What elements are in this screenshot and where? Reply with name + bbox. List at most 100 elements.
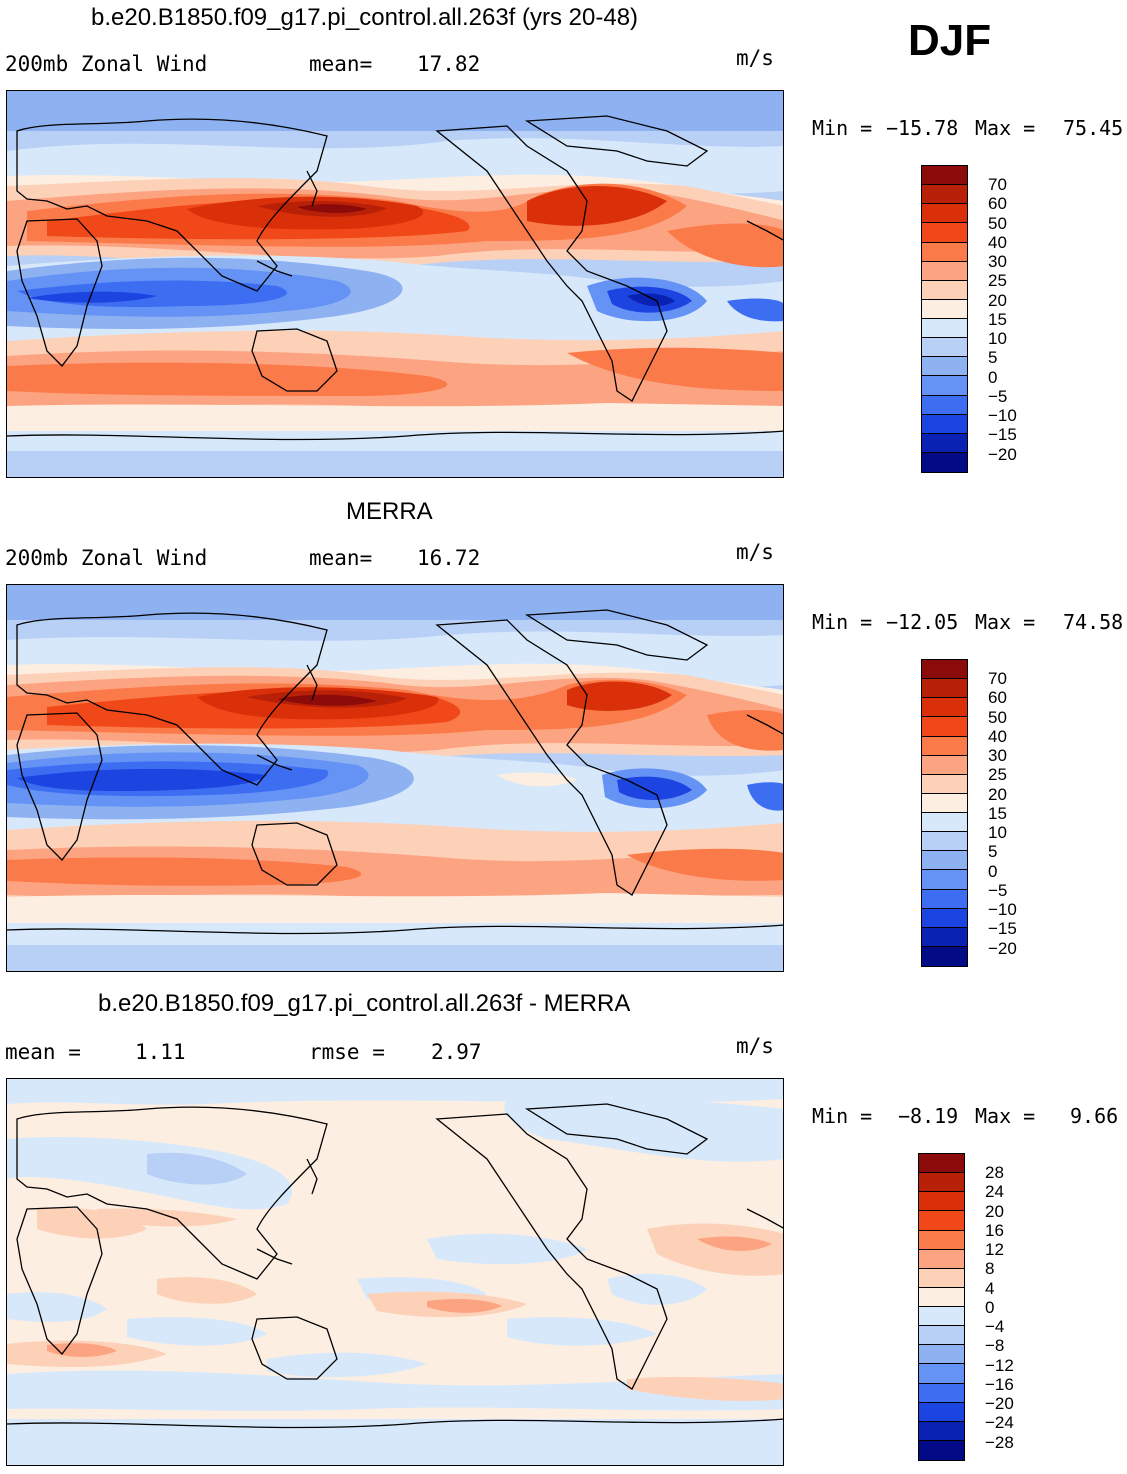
colorbar-swatch: [919, 1402, 964, 1422]
colorbar-swatch: [922, 927, 967, 947]
colorbar-swatch: [922, 357, 967, 377]
colorbar-swatch: [922, 946, 967, 966]
panel-3-colorbar: [918, 1153, 965, 1461]
colorbar-swatch: [919, 1440, 964, 1460]
colorbar-tick-label: −8: [985, 1336, 1005, 1356]
colorbar-tick-label: −15: [988, 425, 1017, 445]
panel-3-title: b.e20.B1850.f09_g17.pi_control.all.263f …: [98, 990, 631, 1017]
panel-2-max-value: 74.58: [1063, 610, 1124, 634]
panel-3-rmse-value: 2.97: [431, 1040, 482, 1064]
colorbar-swatch: [922, 851, 967, 871]
colorbar-swatch: [922, 376, 967, 396]
colorbar-swatch: [919, 1287, 964, 1307]
colorbar-tick-label: 8: [985, 1259, 995, 1279]
colorbar-swatch: [922, 736, 967, 756]
panel-1-max-value: 75.45: [1063, 116, 1124, 140]
colorbar-swatch: [919, 1249, 964, 1269]
colorbar-tick-label: 20: [988, 290, 1007, 310]
colorbar-swatch: [922, 395, 967, 415]
panel-3-rmse-label: rmse =: [309, 1040, 385, 1064]
colorbar-tick-label: 50: [988, 707, 1007, 727]
colorbar-tick-label: −20: [988, 444, 1017, 464]
colorbar-swatch: [919, 1307, 964, 1327]
panel-2-max-label: Max =: [975, 610, 1036, 634]
colorbar-swatch: [922, 433, 967, 453]
panel-1-max-label: Max =: [975, 116, 1036, 140]
season-label: DJF: [908, 16, 992, 65]
panel-2-map: [6, 584, 784, 972]
colorbar-tick-label: 30: [988, 746, 1007, 765]
colorbar-swatch: [919, 1230, 964, 1250]
colorbar-swatch: [922, 870, 967, 890]
colorbar-swatch: [922, 414, 967, 434]
panel-3-min-value: −8.19: [898, 1104, 959, 1128]
colorbar-swatch: [919, 1421, 964, 1441]
panel-2-min-value: −12.05: [886, 610, 959, 634]
panel-3-min-label: Min =: [812, 1104, 873, 1128]
colorbar-swatch: [922, 774, 967, 794]
colorbar-tick-label: 4: [985, 1278, 995, 1298]
panel-2-min-label: Min =: [812, 610, 873, 634]
colorbar-swatch: [922, 319, 967, 339]
colorbar-swatch: [919, 1383, 964, 1403]
colorbar-swatch: [922, 679, 967, 699]
panel-2-mean-label: mean=: [309, 546, 373, 570]
colorbar-tick-label: −16: [985, 1374, 1014, 1394]
colorbar-tick-label: 25: [988, 271, 1007, 291]
colorbar-swatch: [922, 223, 967, 243]
colorbar-tick-label: 60: [988, 688, 1007, 708]
colorbar-tick-label: 15: [988, 803, 1007, 823]
panel-3-units: m/s: [736, 1034, 774, 1058]
colorbar-tick-label: 25: [988, 765, 1007, 785]
colorbar-tick-label: 0: [988, 861, 998, 881]
colorbar-tick-label: −4: [985, 1317, 1005, 1336]
colorbar-tick-label: −15: [988, 919, 1017, 939]
panel-3-max-label: Max =: [975, 1104, 1036, 1128]
colorbar-swatch: [919, 1192, 964, 1212]
colorbar-swatch: [919, 1345, 964, 1365]
colorbar-swatch: [922, 889, 967, 909]
colorbar-swatch: [922, 832, 967, 852]
panel-1-min-value: −15.78: [886, 116, 959, 140]
colorbar-tick-label: 24: [985, 1182, 1004, 1202]
panel-2-title: MERRA: [346, 498, 433, 525]
panel-1-mean-value: 17.82: [417, 52, 481, 76]
panel-1-colorbar: [921, 165, 968, 473]
colorbar-swatch: [919, 1154, 964, 1174]
colorbar-swatch: [922, 698, 967, 718]
colorbar-tick-label: 70: [988, 175, 1007, 194]
colorbar-tick-label: 5: [988, 348, 998, 368]
colorbar-swatch: [922, 660, 967, 680]
colorbar-tick-label: −10: [988, 900, 1017, 919]
colorbar-swatch: [919, 1326, 964, 1346]
colorbar-tick-label: 15: [988, 309, 1007, 329]
colorbar-swatch: [922, 338, 967, 358]
colorbar-tick-label: −28: [985, 1432, 1014, 1452]
colorbar-tick-label: −20: [985, 1394, 1014, 1413]
colorbar-tick-label: 20: [985, 1201, 1004, 1221]
colorbar-swatch: [919, 1211, 964, 1231]
colorbar-tick-label: 0: [988, 367, 998, 387]
panel-2-units: m/s: [736, 540, 774, 564]
panel-1-min-label: Min =: [812, 116, 873, 140]
colorbar-tick-label: −12: [985, 1355, 1014, 1375]
panel-3-max-value: 9.66: [1070, 1104, 1119, 1128]
colorbar-swatch: [922, 299, 967, 319]
panel-1-variable-label: 200mb Zonal Wind: [5, 52, 208, 76]
panel-1-map: [6, 90, 784, 478]
colorbar-tick-label: −5: [988, 386, 1008, 406]
colorbar-tick-label: 40: [988, 232, 1007, 252]
colorbar-tick-label: 0: [985, 1297, 995, 1317]
panel-3-contour-field: [7, 1079, 783, 1465]
colorbar-tick-label: −20: [988, 938, 1017, 958]
colorbar-swatch: [922, 755, 967, 775]
panel-1-mean-label: mean=: [309, 52, 373, 76]
colorbar-tick-label: 16: [985, 1220, 1004, 1240]
colorbar-swatch: [922, 813, 967, 833]
colorbar-swatch: [922, 185, 967, 205]
colorbar-swatch: [922, 204, 967, 224]
colorbar-tick-label: 30: [988, 252, 1007, 271]
colorbar-tick-label: −10: [988, 406, 1017, 425]
colorbar-swatch: [919, 1268, 964, 1288]
panel-2-colorbar: [921, 659, 968, 967]
